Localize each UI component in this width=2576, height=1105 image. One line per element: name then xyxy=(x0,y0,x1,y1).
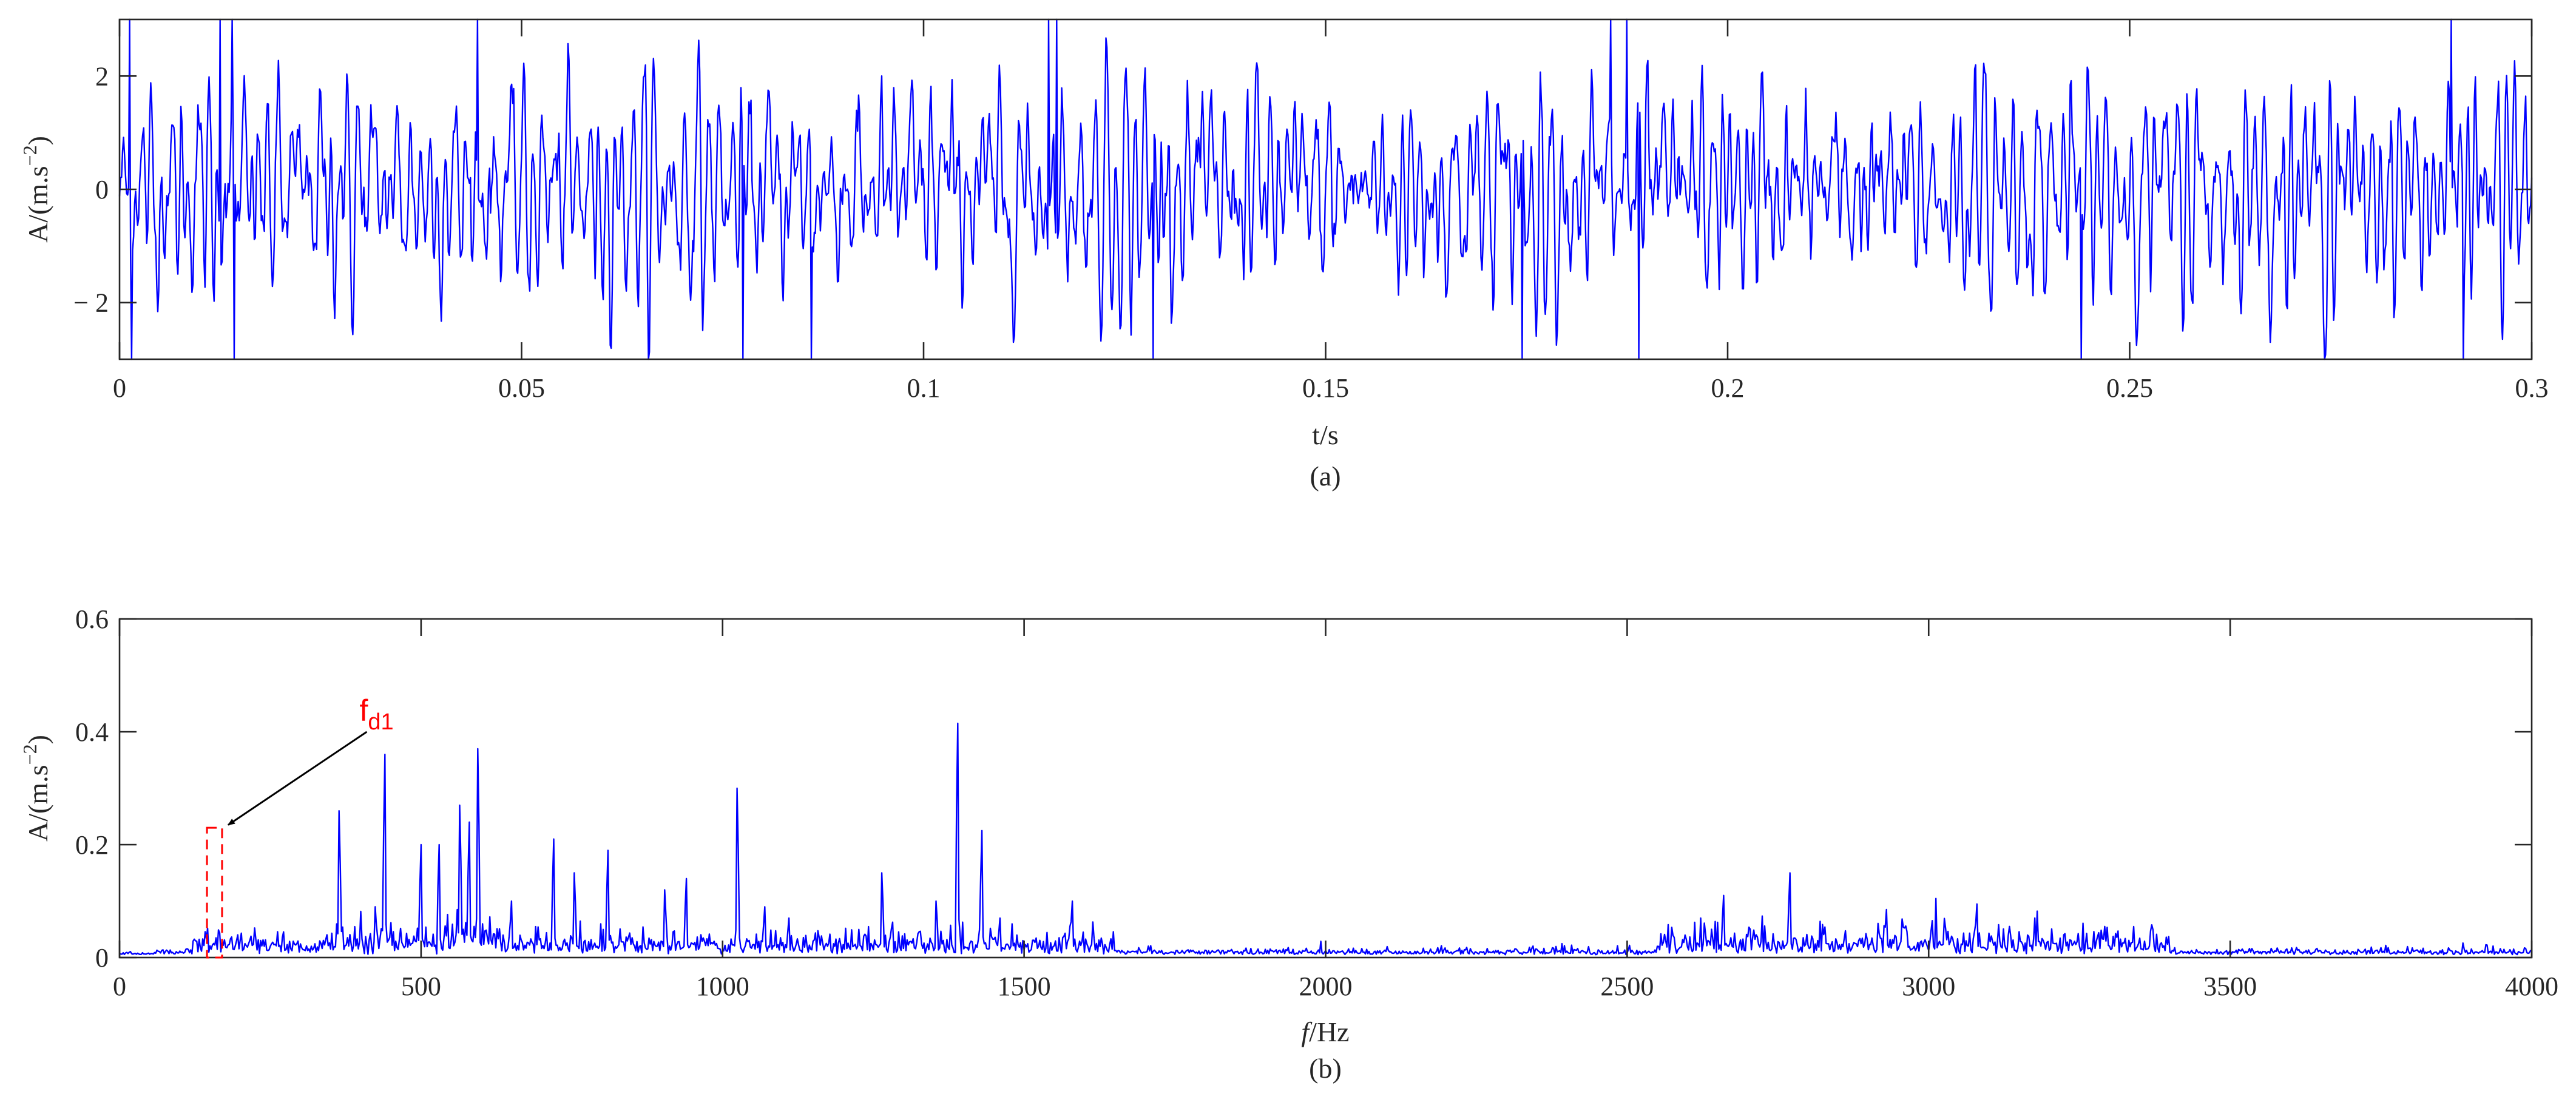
fd1-arrow xyxy=(228,731,368,826)
spectrum-x-axis-label-unit: /Hz xyxy=(1309,1016,1349,1047)
spectrum-panel-caption: (b) xyxy=(1309,1053,1342,1084)
time-y-tick-label: 0 xyxy=(95,175,109,204)
spectrum-y-tick-label: 0.2 xyxy=(75,830,109,860)
time-x-tick-label: 0.2 xyxy=(1711,373,1745,403)
time-signal-series xyxy=(118,18,2533,360)
time-x-tick-label: 0 xyxy=(113,373,126,403)
time-x-tick-label: 0.1 xyxy=(907,373,941,403)
time-domain-chart: 0 0.05 0.1 0.15 0.2 0.25 0.3 − 2 0 2 t/s (a) A/(… xyxy=(19,18,2549,492)
time-signal-line xyxy=(118,18,2533,360)
time-y-axis-ticks: − 2 0 2 xyxy=(73,61,2532,318)
spectrum-y-axis-label-close: ) xyxy=(22,735,53,744)
spectrum-x-tick-label: 4000 xyxy=(2505,972,2558,1001)
spectrum-y-axis-label-exponent: −2 xyxy=(19,744,41,765)
time-y-axis-label-close: ) xyxy=(22,136,53,145)
spectrum-x-tick-label: 2000 xyxy=(1299,972,1353,1001)
spectrum-series xyxy=(119,722,2532,956)
spectrum-y-tick-label: 0.6 xyxy=(75,604,109,634)
spectrum-x-tick-label: 1000 xyxy=(696,972,749,1001)
time-x-tick-label: 0.3 xyxy=(2515,373,2549,403)
spectrum-y-axis-label-base: A/(m.s xyxy=(22,765,53,842)
spectrum-x-axis-ticks: 0 500 1000 1500 2000 2500 3000 3500 4000 xyxy=(113,619,2558,1001)
fd1-highlight-box xyxy=(206,826,223,959)
spectrum-x-tick-label: 2500 xyxy=(1600,972,1654,1001)
spectrum-x-tick-label: 500 xyxy=(401,972,441,1001)
time-y-axis-label-base: A/(m.s xyxy=(22,166,53,243)
fd1-label-subscript: d1 xyxy=(368,709,393,735)
time-x-tick-label: 0.15 xyxy=(1302,373,1349,403)
spectrum-line xyxy=(119,722,2532,956)
fd1-label-f: f xyxy=(359,694,368,728)
fd1-label: fd1 xyxy=(359,694,393,735)
spectrum-chart: 0 500 1000 1500 2000 2500 3000 3500 4000 0 0.2 0.4… xyxy=(19,604,2558,1084)
spectrum-x-tick-label: 0 xyxy=(113,972,126,1001)
spectrum-x-tick-label: 3000 xyxy=(1902,972,1955,1001)
fd1-annotation: fd1 xyxy=(206,694,394,959)
time-y-tick-label: − 2 xyxy=(73,288,109,318)
time-y-axis-label-exponent: −2 xyxy=(19,145,41,166)
time-x-axis-ticks: 0 0.05 0.1 0.15 0.2 0.25 0.3 xyxy=(113,19,2549,403)
spectrum-plot-frame xyxy=(118,618,2533,959)
spectrum-y-axis-ticks: 0 0.2 0.4 0.6 xyxy=(75,604,2532,973)
spectrum-y-tick-label: 0.4 xyxy=(75,717,109,747)
time-x-axis-label: t/s xyxy=(1312,419,1338,450)
spectrum-x-tick-label: 3500 xyxy=(2203,972,2257,1001)
spectrum-x-axis-label: f/Hz xyxy=(1301,1016,1349,1047)
spectrum-y-tick-label: 0 xyxy=(95,943,109,973)
spectrum-y-axis-label: A/(m.s−2) xyxy=(19,735,53,842)
time-panel-caption: (a) xyxy=(1310,461,1340,492)
time-y-tick-label: 2 xyxy=(95,61,109,91)
spectrum-x-tick-label: 1500 xyxy=(998,972,1051,1001)
time-y-axis-label: A/(m.s−2) xyxy=(19,136,53,243)
time-x-tick-label: 0.05 xyxy=(498,373,545,403)
time-x-tick-label: 0.25 xyxy=(2106,373,2153,403)
